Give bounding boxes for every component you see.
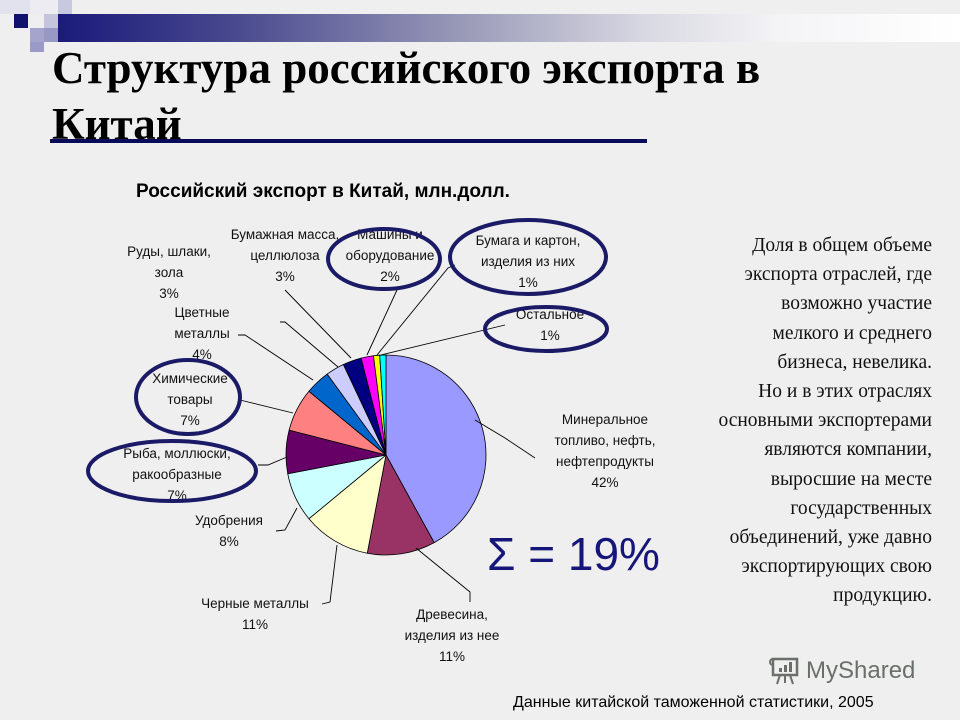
- pie-slice: [379, 354, 387, 456]
- deco-square: [58, 0, 72, 14]
- source-note: Данные китайской таможенной статистики, …: [513, 694, 874, 711]
- slice-label: Бумага и картон, изделия из них 1%: [476, 233, 581, 290]
- leader-line: [284, 289, 352, 359]
- slice-label: Древесина, изделия из нее 11%: [405, 607, 500, 664]
- sum-annotation: Σ = 19%: [487, 528, 660, 580]
- slice-label: Минеральное топливо, нефть, нефтепродукты 4…: [554, 412, 655, 490]
- highlight-ellipse-fish: [86, 439, 258, 503]
- highlight-ellipse-paper: [448, 218, 608, 296]
- title-underline: [50, 139, 647, 143]
- side-text-line: продукцию.: [833, 585, 932, 607]
- watermark-text: MyShared: [806, 657, 916, 684]
- deco-square: [44, 28, 58, 42]
- header-gradient-bar: [58, 14, 960, 42]
- slice-labels: Минеральное топливо, нефть, нефтепродукты 4…: [123, 227, 655, 664]
- leader-line: [321, 544, 338, 605]
- presentation-board-icon: [769, 657, 799, 685]
- side-text-line: экспортирующих свою: [741, 556, 932, 578]
- deco-square: [30, 42, 44, 52]
- slice-label: Бумажная масса, целлюлоза 3%: [231, 227, 340, 284]
- leader-line: [415, 547, 471, 602]
- slice-label: Цветные металлы 4%: [174, 305, 229, 362]
- leader-line: [366, 289, 398, 356]
- highlight-ellipse-other: [483, 305, 609, 353]
- deco-square: [30, 28, 44, 42]
- pie-slice: [366, 453, 435, 556]
- deco-square: [44, 14, 58, 28]
- side-text-line: государственных: [790, 497, 932, 519]
- chart-title: Российский экспорт в Китай, млн.долл.: [136, 181, 510, 202]
- highlight-ellipse-machinery: [326, 227, 442, 291]
- leader-line: [238, 334, 314, 381]
- side-text-line: выросшие на месте: [770, 468, 932, 490]
- side-text: Доля в общем объеме экспорта отраслей, г…: [632, 231, 932, 611]
- leader-line: [280, 321, 339, 368]
- leader-line: [258, 456, 288, 466]
- leader-line: [239, 399, 294, 414]
- side-text-line: мелкого и среднего: [772, 322, 933, 344]
- side-text-line: бизнеса, невелика.: [777, 351, 932, 373]
- side-text-line: Но и в этих отраслях: [758, 381, 932, 403]
- deco-square: [0, 0, 30, 14]
- slice-label: Остальное 1%: [516, 307, 584, 343]
- side-text-line: Доля в общем объеме: [752, 235, 932, 256]
- slice-label: Руды, шлаки, зола 3%: [127, 244, 211, 301]
- slice-label: Машины и оборудование 2%: [346, 227, 435, 284]
- highlight-ellipses: [86, 218, 609, 503]
- pie-slice: [385, 354, 487, 544]
- leader-line: [275, 507, 298, 532]
- slice-label: Рыба, моллюски, ракообразные 7%: [123, 446, 230, 503]
- side-text-line: возможно участие: [781, 293, 932, 315]
- side-text-line: объединений, уже давно: [729, 527, 932, 549]
- side-text-line: экспорта отраслей, где: [744, 264, 932, 286]
- pie-slices: [285, 354, 487, 556]
- watermark: MyShared: [768, 656, 915, 686]
- side-text-line: основными экспортерами: [718, 410, 932, 432]
- deco-square: [14, 14, 28, 28]
- side-text-line: являются компании,: [764, 439, 932, 461]
- slice-label: Черные металлы 11%: [201, 596, 309, 632]
- pie-slice: [308, 453, 387, 554]
- slide-title: Структура российского экспорта в Китай: [52, 40, 760, 152]
- slice-label: Химические товары 7%: [152, 371, 228, 428]
- deco-square: [30, 0, 58, 14]
- leader-line: [474, 419, 536, 459]
- slice-label: Удобрения 8%: [195, 513, 263, 549]
- slide-title-line1: Структура российского экспорта в: [52, 43, 761, 93]
- highlight-ellipse-chemicals: [134, 358, 242, 436]
